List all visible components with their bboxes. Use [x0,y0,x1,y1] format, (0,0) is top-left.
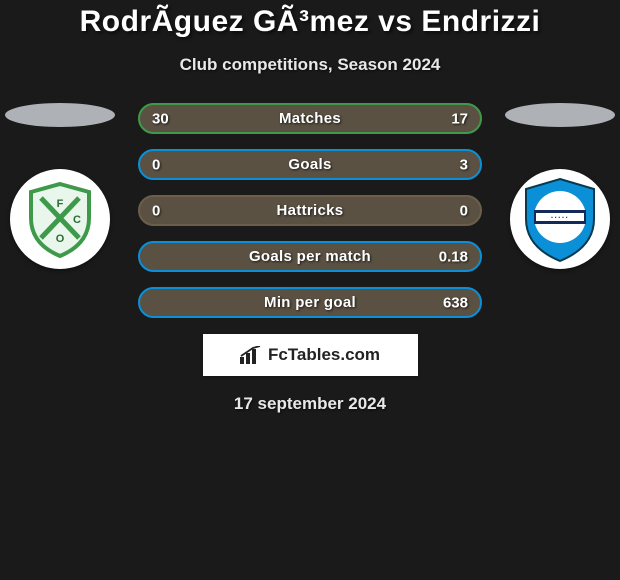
comparison-card: RodrÃ­guez GÃ³mez vs Endrizzi Club compe… [0,0,620,414]
stat-label: Hattricks [277,202,344,219]
shield-icon: ····· [514,173,606,265]
stat-bar: 30 Matches 17 [138,103,482,134]
stat-label: Matches [279,110,341,127]
stat-bar: Goals per match 0.18 [138,241,482,272]
svg-text:O: O [56,233,65,245]
svg-text:·····: ····· [551,213,569,222]
bar-chart-icon [240,346,262,364]
date-label: 17 september 2024 [0,394,620,414]
stats-column: 30Matches170Goals30Hattricks0Goals per m… [120,103,500,318]
stat-right-value: 0.18 [439,248,468,265]
stat-bar: Min per goal 638 [138,287,482,318]
brand-label: FcTables.com [268,345,380,365]
subtitle: Club competitions, Season 2024 [0,55,620,75]
main-row: F C O 30Matches170Goals30Hattricks0Goals… [0,103,620,318]
stat-right-value: 3 [460,156,468,173]
stat-label: Min per goal [264,294,356,311]
left-player-ellipse [5,103,115,127]
stat-bar: 0 Hattricks 0 [138,195,482,226]
stat-right-value: 17 [451,110,468,127]
brand-box[interactable]: FcTables.com [203,334,418,376]
left-team-logo: F C O [10,169,110,269]
stat-left-value: 0 [152,156,160,173]
stat-right-value: 0 [460,202,468,219]
right-player-ellipse [505,103,615,127]
svg-text:F: F [57,198,64,210]
svg-text:C: C [73,214,81,226]
stat-bar: 0 Goals 3 [138,149,482,180]
stat-label: Goals [288,156,331,173]
page-title: RodrÃ­guez GÃ³mez vs Endrizzi [0,5,620,39]
left-column: F C O [0,103,120,269]
stat-right-value: 638 [443,294,468,311]
right-column: ····· [500,103,620,269]
stat-left-value: 0 [152,202,160,219]
right-team-logo: ····· [510,169,610,269]
stat-label: Goals per match [249,248,371,265]
shield-icon: F C O [19,178,101,260]
stat-left-value: 30 [152,110,169,127]
